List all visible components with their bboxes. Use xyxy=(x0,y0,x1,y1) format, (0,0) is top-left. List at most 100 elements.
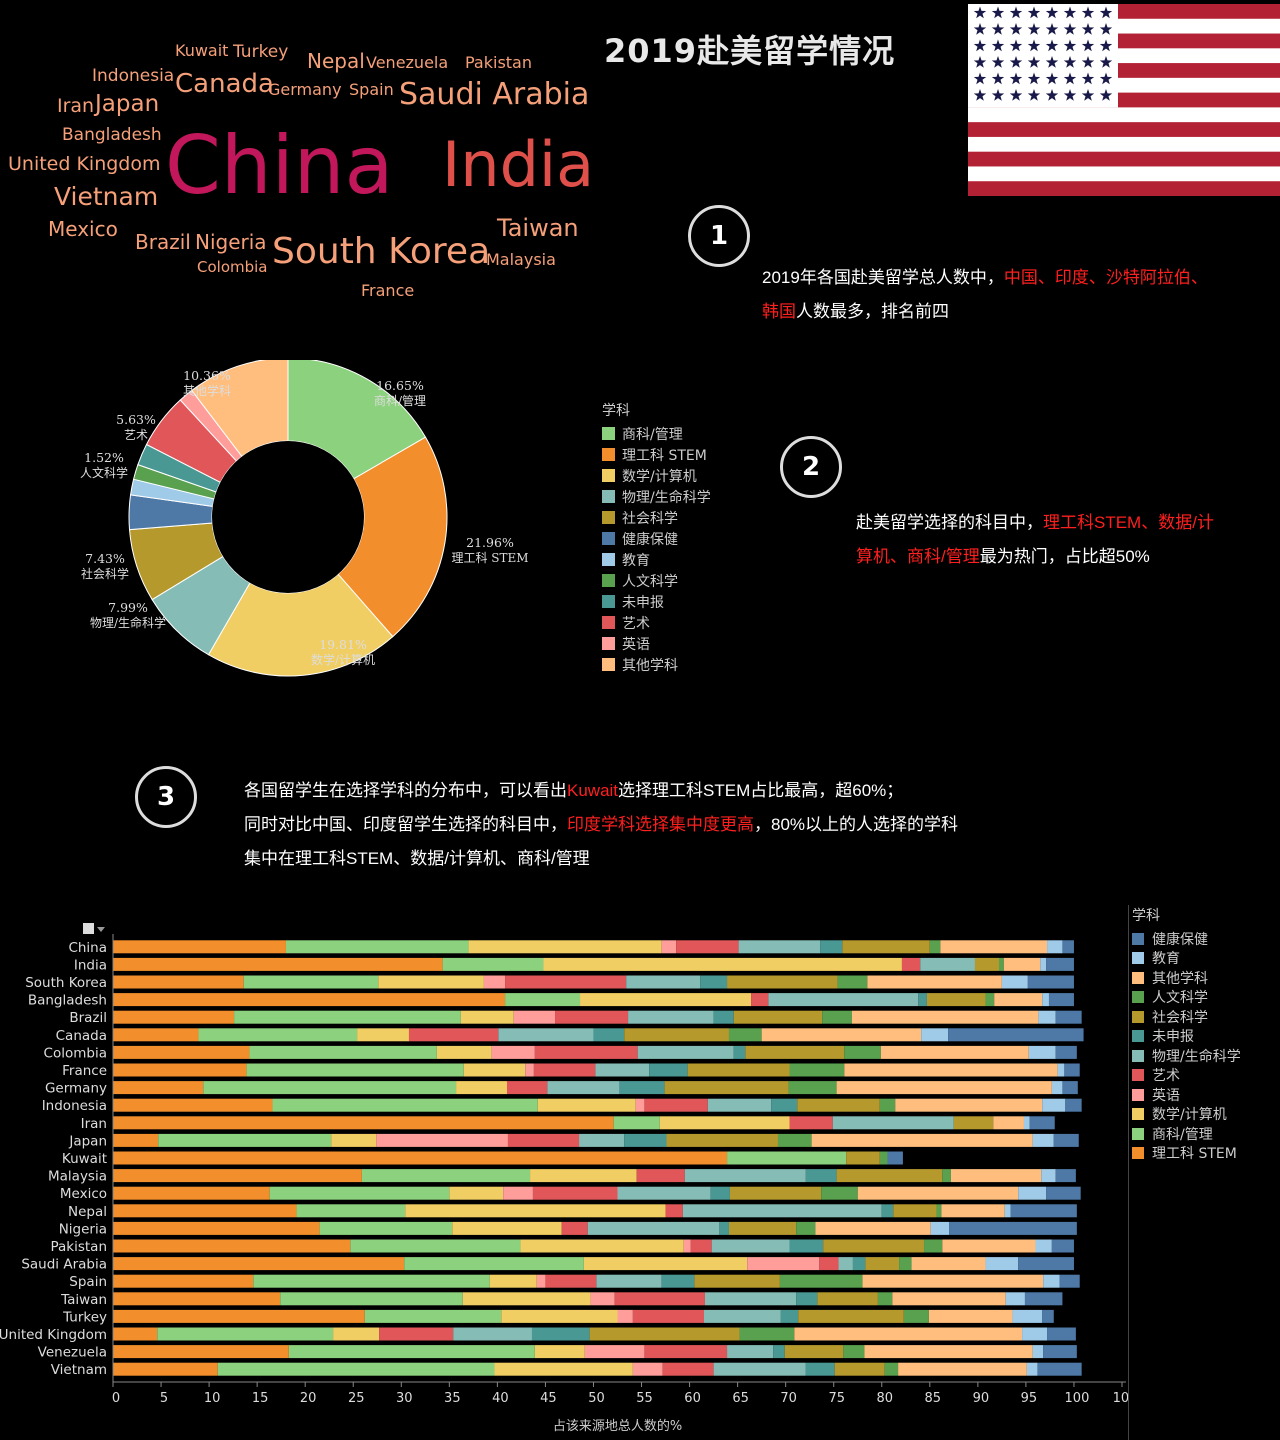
bar-segment xyxy=(587,1221,720,1235)
bar-segment xyxy=(820,940,843,954)
bar-segment xyxy=(798,1309,904,1323)
x-tick-label: 100 xyxy=(1065,1391,1090,1406)
bar-segment xyxy=(644,1098,708,1112)
bar-segment xyxy=(794,1327,1023,1341)
bar-segment xyxy=(456,1081,507,1095)
bar-segment xyxy=(113,1292,281,1306)
flag-star xyxy=(1081,89,1095,101)
bar-segment xyxy=(113,1169,362,1183)
bar-segment xyxy=(846,1151,880,1165)
bar-segment xyxy=(739,1327,795,1341)
legend-label: 理工科 STEM xyxy=(622,447,707,464)
bar-segment xyxy=(1046,957,1074,971)
bar-segment xyxy=(614,1292,705,1306)
bar-segment xyxy=(520,1239,684,1253)
legend-swatch xyxy=(602,595,615,608)
bar-segment xyxy=(703,1309,781,1323)
bar-segment xyxy=(864,1345,1033,1359)
category-label: Nepal xyxy=(68,1204,107,1220)
donut-value-label: 19.81% xyxy=(319,637,367,652)
bar-segment xyxy=(113,940,286,954)
bar-segment xyxy=(661,940,677,954)
bar-segment xyxy=(662,1362,714,1376)
flag-star xyxy=(1081,56,1095,68)
legend-swatch xyxy=(1132,971,1144,984)
flag-star xyxy=(1009,39,1023,52)
bar-segment xyxy=(879,1151,888,1165)
bar-segment xyxy=(404,1257,584,1271)
bar-segment xyxy=(710,1186,730,1200)
flag-star xyxy=(1099,56,1113,68)
legend-item: 商科/管理 xyxy=(1132,1124,1241,1144)
flag-stripe xyxy=(968,122,1280,138)
x-tick-label: 75 xyxy=(828,1391,845,1406)
bar-segment xyxy=(903,1309,929,1323)
bar-segment xyxy=(733,1045,746,1059)
legend-label: 数学/计算机 xyxy=(622,468,697,485)
bar-segment xyxy=(918,993,927,1007)
bar-segment xyxy=(113,1257,405,1271)
category-label: South Korea xyxy=(25,975,107,991)
word-turkey: Turkey xyxy=(233,41,289,62)
bar-segment xyxy=(468,940,662,954)
bar-segment xyxy=(1043,1345,1077,1359)
bar-segment xyxy=(203,1081,457,1095)
bar-segment xyxy=(113,1151,728,1165)
bar-segment xyxy=(857,1186,1019,1200)
legend-label: 健康保健 xyxy=(1152,931,1208,948)
bar-segment xyxy=(460,1010,514,1024)
flag-star xyxy=(1099,89,1113,101)
legend-swatch xyxy=(1132,1069,1144,1082)
legend-label: 未申报 xyxy=(1152,1029,1194,1046)
bar-segment xyxy=(593,1028,625,1042)
bar-segment xyxy=(506,1081,548,1095)
word-kuwait: Kuwait xyxy=(175,40,229,60)
bar-segment xyxy=(1051,1081,1063,1095)
donut-value-label: 5.63% xyxy=(116,412,156,427)
bar-segment xyxy=(805,1362,835,1376)
flag-star xyxy=(991,89,1005,101)
bar-segment xyxy=(926,993,986,1007)
bar-segment xyxy=(234,1010,461,1024)
bar-segment xyxy=(628,1010,714,1024)
bar-segment xyxy=(707,1098,772,1112)
bar-segment xyxy=(113,993,506,1007)
bar-segment xyxy=(867,975,1002,989)
flag-star xyxy=(973,56,987,68)
legend-item: 社会科学 xyxy=(602,507,711,528)
legend-label: 人文科学 xyxy=(1152,990,1208,1007)
donut-category-label: 理工科 STEM xyxy=(451,551,528,565)
sort-icon[interactable] xyxy=(83,923,105,934)
legend-label: 教育 xyxy=(1152,951,1180,968)
bar-segment xyxy=(333,1327,380,1341)
bar-segment xyxy=(113,1133,159,1147)
bar-segment xyxy=(590,1292,615,1306)
bar-segment xyxy=(113,1274,254,1288)
bar-segment xyxy=(579,1133,625,1147)
bar-segment xyxy=(596,1274,662,1288)
page-title: 2019赴美留学情况 xyxy=(604,32,896,70)
bar-segment xyxy=(379,1327,454,1341)
bar-segment xyxy=(1055,1169,1076,1183)
x-tick-label: 0 xyxy=(112,1391,120,1406)
bar-segment xyxy=(1043,1274,1060,1288)
bar-segment xyxy=(728,1028,762,1042)
bar-segment xyxy=(985,993,995,1007)
bar-segment xyxy=(700,975,728,989)
category-label: Nigeria xyxy=(59,1221,107,1237)
x-tick-label: 5 xyxy=(160,1391,168,1406)
x-tick-label: 50 xyxy=(588,1391,605,1406)
legend-item: 健康保健 xyxy=(602,528,711,549)
word-iran: Iran xyxy=(57,94,95,117)
bar-segment xyxy=(661,1274,695,1288)
bar-segment xyxy=(738,940,821,954)
x-tick-label: 45 xyxy=(540,1391,557,1406)
legend-swatch xyxy=(1132,1147,1144,1160)
bar-segment xyxy=(619,1081,665,1095)
category-label: United Kingdom xyxy=(0,1327,107,1343)
donut-legend: 学科 商科/管理 理工科 STEM 数学/计算机 物理/生命科学 社会科学 健康保健 教育 人文… xyxy=(602,400,711,675)
bar-segment xyxy=(357,1028,409,1042)
bar-segment xyxy=(777,1133,812,1147)
bar-segment xyxy=(796,1221,816,1235)
bar-segment xyxy=(994,993,1043,1007)
